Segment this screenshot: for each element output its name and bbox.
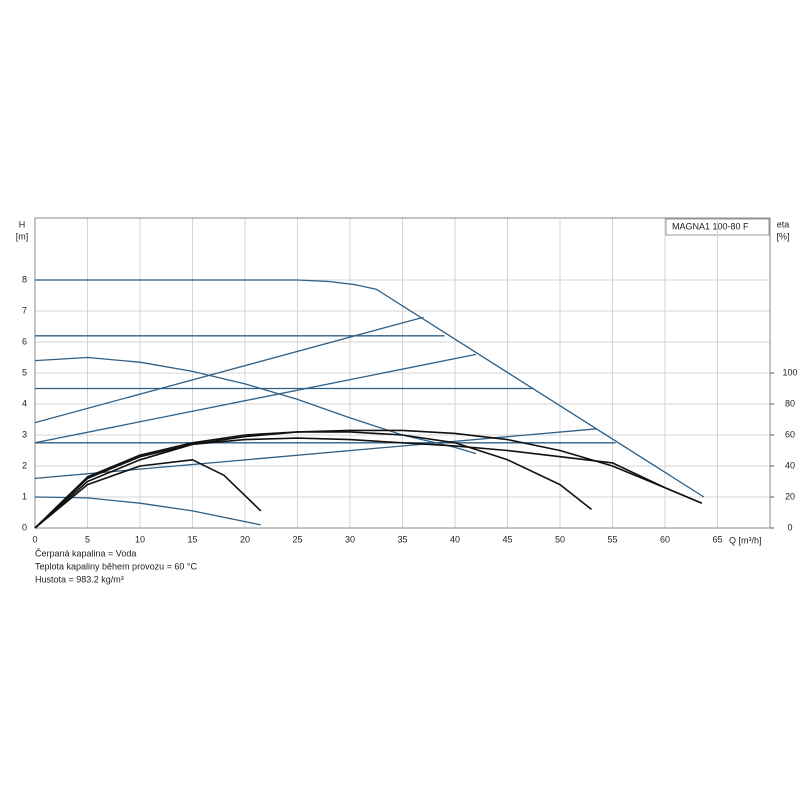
y2-tick-label: 20 (785, 491, 795, 501)
curve (34, 353, 477, 444)
x-tick-label: 30 (345, 534, 355, 544)
y-tick-label: 3 (22, 429, 27, 439)
x-axis-label: Q [m³/h] (729, 535, 762, 545)
y-tick-label: 0 (22, 522, 27, 532)
x-tick-label: 5 (85, 534, 90, 544)
x-tick-label: 40 (450, 534, 460, 544)
y-tick-label: 2 (22, 460, 27, 470)
x-tick-label: 25 (292, 534, 302, 544)
curve (34, 429, 703, 529)
note: Teplota kapaliny během provozu = 60 °C (35, 561, 197, 571)
y-axis-unit: [m] (16, 231, 29, 241)
curve (35, 279, 705, 498)
x-tick-label: 35 (397, 534, 407, 544)
y-tick-label: 4 (22, 398, 27, 408)
y2-tick-label: 80 (785, 398, 795, 408)
x-tick-label: 55 (607, 534, 617, 544)
x-tick-label: 15 (187, 534, 197, 544)
y-tick-label: 1 (22, 491, 27, 501)
x-tick-label: 50 (555, 534, 565, 544)
y2-tick-label: 60 (785, 429, 795, 439)
y2-axis-unit: [%] (776, 231, 789, 241)
y-axis-label: H (19, 219, 26, 229)
y-tick-label: 8 (22, 274, 27, 284)
x-tick-label: 20 (240, 534, 250, 544)
y2-tick-label: 100 (782, 367, 797, 377)
y-tick-label: 6 (22, 336, 27, 346)
curve (34, 437, 703, 529)
x-tick-label: 65 (712, 534, 722, 544)
note: Čerpaná kapalina = Voda (35, 548, 136, 558)
y2-tick-label: 0 (787, 522, 792, 532)
x-tick-label: 10 (135, 534, 145, 544)
curve (34, 356, 477, 455)
plot-frame (34, 217, 771, 529)
curve (34, 431, 592, 529)
y2-axis-label: eta (777, 219, 790, 229)
y2-tick-label: 40 (785, 460, 795, 470)
x-tick-label: 45 (502, 534, 512, 544)
x-tick-label: 0 (32, 534, 37, 544)
curve (34, 459, 262, 529)
curve (34, 316, 424, 424)
pump-label: MAGNA1 100-80 F (672, 221, 749, 231)
x-tick-label: 60 (660, 534, 670, 544)
y-tick-label: 5 (22, 367, 27, 377)
y-tick-label: 7 (22, 305, 27, 315)
note: Hustota = 983.2 kg/m³ (35, 574, 124, 584)
